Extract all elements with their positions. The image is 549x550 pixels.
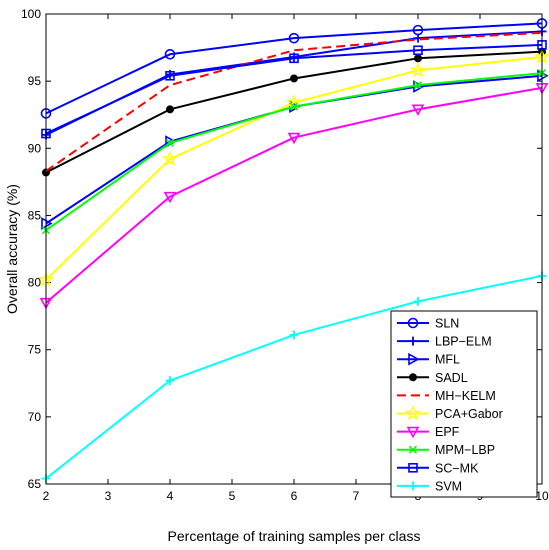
- data-point-sc-mk: [289, 53, 299, 64]
- x-tick-label: 7: [353, 489, 360, 503]
- series-mh-kelm: [45, 31, 543, 172]
- data-point-svm: [413, 296, 423, 306]
- data-point-epf: [287, 132, 301, 145]
- series-line-sc-mk: [45, 43, 543, 135]
- legend-marker-pca-gabor: [404, 404, 422, 421]
- legend-label-mpm-lbp: MPM−LBP: [435, 443, 495, 457]
- y-tick-label: 65: [28, 477, 42, 491]
- data-point-epf: [411, 104, 425, 116]
- x-axis-label: Percentage of training samples per class: [168, 528, 421, 544]
- series-pca-gabor: [37, 48, 549, 287]
- legend-label-lbp-elm: LBP−ELM: [435, 335, 492, 349]
- data-point-mpm-lbp: [413, 81, 423, 90]
- legend-marker-mpm-lbp: [408, 445, 418, 454]
- y-tick-label: 100: [21, 7, 41, 21]
- data-point-mpm-lbp: [165, 138, 175, 147]
- data-point-pca-gabor: [161, 150, 179, 166]
- y-tick-label: 95: [28, 74, 42, 88]
- legend-marker-sc-mk: [408, 462, 418, 473]
- series-line-epf: [45, 86, 543, 304]
- legend-label-svm: SVM: [435, 479, 462, 493]
- legend: SLN LBP−ELM MFL SADL MH−KELM PCA+Gabor EPF MPM−…: [390, 310, 538, 498]
- y-tick-label: 75: [28, 343, 42, 357]
- data-point-sc-mk: [165, 70, 175, 81]
- series-line-pca-gabor: [45, 55, 543, 281]
- x-tick-label: 3: [105, 489, 112, 503]
- data-point-sln: [288, 32, 300, 44]
- x-tick-label: 2: [43, 489, 50, 503]
- data-point-mpm-lbp: [289, 102, 299, 111]
- x-tick-label: 4: [167, 489, 174, 503]
- y-tick-label: 70: [28, 410, 42, 424]
- legend-marker-mfl: [408, 352, 420, 366]
- legend-label-mh-kelm: MH−KELM: [435, 389, 496, 403]
- legend-label-sc-mk: SC−MK: [435, 461, 479, 475]
- series-line-sln: [45, 22, 543, 115]
- y-tick-label: 90: [28, 141, 42, 155]
- legend-label-epf: EPF: [435, 425, 460, 439]
- data-point-pca-gabor: [409, 61, 427, 78]
- data-point-svm: [165, 376, 175, 386]
- x-tick-label: 5: [229, 489, 236, 503]
- data-point-sln: [164, 48, 176, 60]
- data-point-sadl: [290, 74, 298, 83]
- series-line-mh-kelm: [45, 31, 543, 172]
- legend-marker-lbp-elm: [408, 336, 418, 346]
- data-point-pca-gabor: [285, 94, 303, 110]
- legend-label-sadl: SADL: [435, 371, 468, 385]
- legend-label-mfl: MFL: [435, 353, 460, 367]
- data-point-sadl: [166, 105, 174, 114]
- x-tick-label: 6: [291, 489, 298, 503]
- series-mpm-lbp: [41, 69, 547, 235]
- y-tick-label: 85: [28, 208, 42, 222]
- plot-frame: [45, 13, 543, 485]
- legend-label-pca-gabor: PCA+Gabor: [435, 407, 503, 421]
- legend-marker-sadl: [409, 373, 417, 382]
- y-axis-label: Overall accuracy (%): [4, 184, 20, 314]
- data-point-lbp-elm: [413, 33, 423, 43]
- y-tick-label: 80: [28, 276, 42, 290]
- data-point-sadl: [414, 54, 422, 63]
- legend-marker-svm: [408, 481, 418, 491]
- data-point-epf: [163, 191, 177, 204]
- data-point-svm: [289, 330, 299, 340]
- legend-marker-epf: [406, 426, 420, 439]
- series-sln: [40, 18, 548, 119]
- legend-marker-sln: [407, 317, 419, 329]
- legend-label-sln: SLN: [435, 317, 459, 331]
- x-tick-label: 10: [535, 489, 549, 503]
- data-point-sc-mk: [413, 45, 423, 56]
